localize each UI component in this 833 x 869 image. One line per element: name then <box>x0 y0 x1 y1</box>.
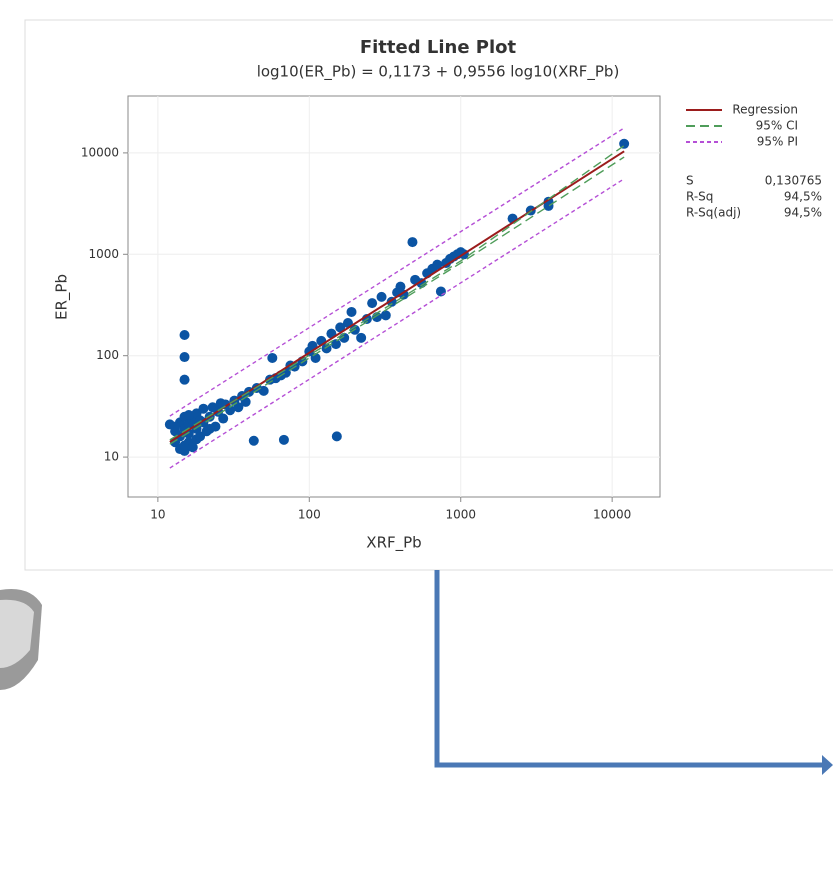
legend-label: 95% PI <box>757 135 798 149</box>
stat-label: R-Sq(adj) <box>686 206 741 220</box>
data-point <box>187 442 198 453</box>
data-point <box>407 237 418 248</box>
x-tick-label: 10000 <box>593 508 631 522</box>
data-point <box>179 374 190 385</box>
data-point <box>356 332 367 343</box>
data-point <box>435 286 446 297</box>
y-tick-label: 10 <box>104 450 119 464</box>
data-point <box>267 352 278 363</box>
data-point <box>258 385 269 396</box>
fit-line <box>169 178 625 469</box>
chart-title: Fitted Line Plot <box>360 37 517 58</box>
data-point <box>330 339 341 350</box>
x-tick-label: 1000 <box>445 508 476 522</box>
x-axis-label: XRF_Pb <box>366 534 421 553</box>
stat-label: S <box>686 174 694 188</box>
data-point <box>204 423 215 434</box>
arrow-line <box>434 570 826 768</box>
data-point <box>432 259 443 270</box>
chart-subtitle: log10(ER_Pb) = 0,1173 + 0,9556 log10(XRF… <box>257 63 620 82</box>
stat-value: 94,5% <box>784 206 822 220</box>
data-point <box>198 403 209 414</box>
data-point <box>335 322 346 333</box>
data-point <box>179 329 190 340</box>
y-tick-label: 10000 <box>81 145 119 159</box>
data-point <box>218 413 229 424</box>
data-point <box>380 310 391 321</box>
data-point <box>170 421 181 432</box>
fit-line <box>169 145 625 441</box>
data-point <box>233 402 244 413</box>
stat-value: 94,5% <box>784 190 822 204</box>
data-point <box>331 431 342 442</box>
data-point <box>248 435 259 446</box>
data-point <box>367 298 378 309</box>
legend-label: 95% CI <box>756 119 798 133</box>
x-tick-label: 10 <box>150 508 165 522</box>
stat-label: R-Sq <box>686 190 713 204</box>
data-point <box>398 289 409 300</box>
data-point <box>395 281 406 292</box>
data-point <box>376 291 387 302</box>
y-tick-label: 1000 <box>88 247 119 261</box>
legend-label: Regression <box>732 103 798 117</box>
data-point <box>179 352 190 363</box>
data-point <box>619 138 630 149</box>
y-tick-label: 100 <box>96 348 119 362</box>
data-point <box>240 396 251 407</box>
data-point <box>346 306 357 317</box>
data-point <box>278 434 289 445</box>
stat-value: 0,130765 <box>765 174 822 188</box>
data-point <box>215 398 226 409</box>
data-point <box>225 405 236 416</box>
x-tick-label: 100 <box>298 508 321 522</box>
y-axis-label: ER_Pb <box>53 274 72 320</box>
data-point <box>183 410 194 421</box>
device-image-highlight <box>0 599 34 668</box>
fit-line <box>169 127 625 417</box>
arrow-head <box>822 755 833 775</box>
fit-line <box>169 156 625 445</box>
